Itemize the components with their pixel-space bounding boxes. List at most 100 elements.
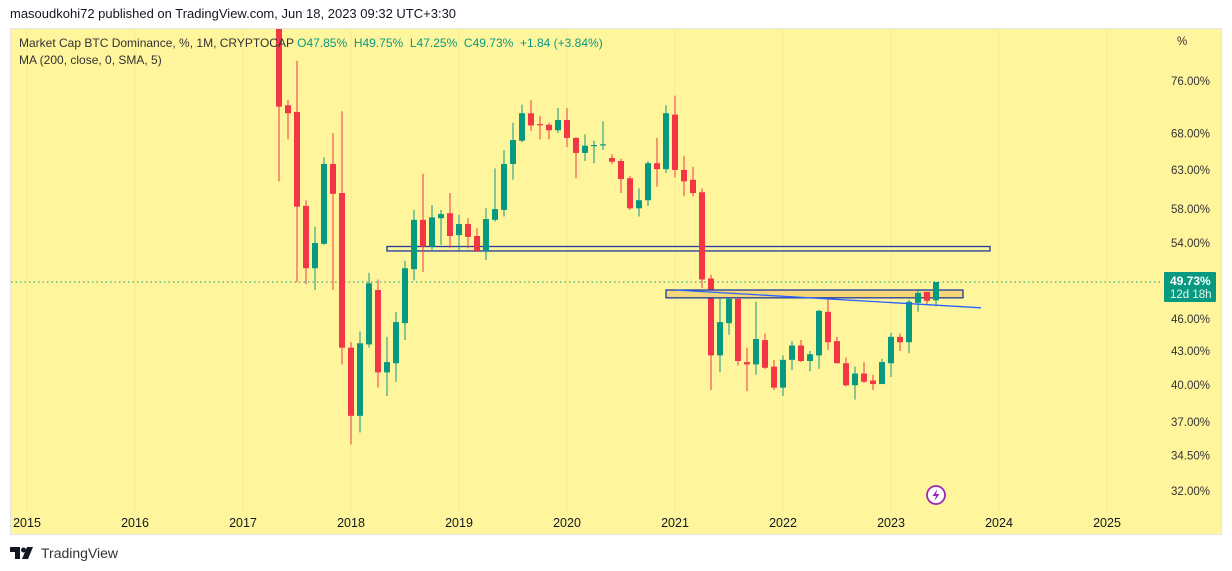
candle-up xyxy=(438,214,444,219)
candle-up xyxy=(636,200,642,209)
candle-down xyxy=(762,340,768,368)
time-axis-label: 2018 xyxy=(337,516,365,530)
candle-up xyxy=(321,163,327,244)
time-axis-label: 2022 xyxy=(769,516,797,530)
candle-up xyxy=(519,113,525,141)
price-axis-label: 40.00% xyxy=(1171,380,1210,392)
candle-down xyxy=(834,341,840,364)
time-axis-label: 2016 xyxy=(121,516,149,530)
ohlc-close: C49.73% xyxy=(463,36,514,50)
price-axis-label: 43.00% xyxy=(1171,346,1210,358)
candle-up xyxy=(906,301,912,343)
support-zone-blue[interactable] xyxy=(386,245,991,252)
candle-up xyxy=(591,145,597,147)
candle-up xyxy=(780,359,786,388)
price-axis-label: 32.00% xyxy=(1171,486,1210,498)
last-price-label: 49.73%12d 18h xyxy=(1164,272,1216,303)
time-axis-label: 2019 xyxy=(445,516,473,530)
price-axis-label: 54.00% xyxy=(1171,238,1210,250)
trendline[interactable] xyxy=(674,289,982,309)
price-axis-label: 63.00% xyxy=(1171,165,1210,177)
lightning-icon xyxy=(932,489,940,501)
last-price-bg xyxy=(1164,272,1216,303)
candle-down xyxy=(294,111,300,207)
footer: TradingView xyxy=(10,545,118,561)
candle-up xyxy=(456,224,462,236)
symbol-row: Market Cap BTC Dominance, %, 1M, CRYPTOC… xyxy=(19,35,603,52)
candle-down xyxy=(465,224,471,237)
candle-down xyxy=(537,124,543,126)
candle-down xyxy=(447,213,453,237)
candlestick-chart[interactable]: 2015 2016 2017 2018 2019 2020 2021 2022 2023 2024… xyxy=(11,29,1222,535)
candle-up xyxy=(717,322,723,356)
candle-down xyxy=(474,236,480,251)
candle-down xyxy=(627,178,633,209)
candle-up xyxy=(645,163,651,201)
candle-down xyxy=(744,362,750,365)
candle-down xyxy=(609,158,615,162)
publish-info: masoudkohi72 published on TradingView.co… xyxy=(10,6,457,21)
time-axis-label: 2024 xyxy=(985,516,1013,530)
candle-up xyxy=(789,345,795,360)
candle-up xyxy=(312,242,318,269)
candle-down xyxy=(330,163,336,194)
price-axis-label: 76.00% xyxy=(1171,76,1210,88)
candle-up xyxy=(816,310,822,356)
candle-up xyxy=(582,145,588,153)
candle-up xyxy=(411,219,417,270)
candle-down xyxy=(735,298,741,361)
candle-down xyxy=(798,345,804,361)
candle-up xyxy=(402,268,408,324)
time-axis-label: 2021 xyxy=(661,516,689,530)
candle-up xyxy=(555,119,561,131)
candle-down xyxy=(618,160,624,180)
indicator-legend[interactable]: MA (200, close, 0, SMA, 5) xyxy=(19,53,162,67)
time-axis-label: 2020 xyxy=(553,516,581,530)
candle-down xyxy=(825,311,831,343)
ohlc-low: L47.25% xyxy=(409,36,458,50)
chart-legend: Market Cap BTC Dominance, %, 1M, CRYPTOC… xyxy=(19,35,603,69)
time-axis-label: 2015 xyxy=(13,516,41,530)
candle-down xyxy=(690,179,696,194)
candle-up xyxy=(501,163,507,210)
candle-down xyxy=(339,193,345,348)
tradingview-logo-icon xyxy=(10,547,33,559)
price-axis-label: 58.00% xyxy=(1171,204,1210,216)
candle-up xyxy=(663,113,669,170)
candle-up xyxy=(510,140,516,164)
time-axis-label: 2017 xyxy=(229,516,257,530)
candle-up xyxy=(915,292,921,303)
candle-up xyxy=(852,373,858,386)
price-axis-label: 37.00% xyxy=(1171,417,1210,429)
candle-down xyxy=(285,105,291,114)
price-axis-label: 68.00% xyxy=(1171,129,1210,141)
price-axis-label: 46.00% xyxy=(1171,314,1210,326)
plot-area[interactable] xyxy=(11,29,1161,445)
chart-panel[interactable]: Market Cap BTC Dominance, %, 1M, CRYPTOC… xyxy=(10,28,1222,535)
candle-down xyxy=(303,205,309,269)
candle-down xyxy=(528,113,534,126)
bar-countdown: 12d 18h xyxy=(1170,289,1212,301)
candle-up xyxy=(483,219,489,251)
candle-up xyxy=(726,298,732,324)
candle-down xyxy=(654,163,660,170)
last-price-value: 49.73% xyxy=(1170,274,1211,288)
price-axis-label: 34.50% xyxy=(1171,450,1210,462)
time-axis-label: 2023 xyxy=(877,516,905,530)
idea-marker-icon[interactable] xyxy=(926,485,946,505)
candle-up xyxy=(807,354,813,361)
candle-up xyxy=(753,338,759,365)
tradingview-brand[interactable]: TradingView xyxy=(41,545,119,561)
candle-down xyxy=(672,114,678,170)
candle-down xyxy=(699,192,705,280)
candle-down xyxy=(771,366,777,388)
candle-up xyxy=(879,362,885,385)
candle-up xyxy=(888,336,894,364)
ohlc-high: H49.75% xyxy=(353,36,404,50)
candle-down xyxy=(924,291,930,301)
candle-down xyxy=(375,290,381,373)
candle-up xyxy=(429,217,435,247)
candle-down xyxy=(420,219,426,247)
symbol-title[interactable]: Market Cap BTC Dominance, %, 1M, CRYPTOC… xyxy=(19,36,294,50)
candle-down xyxy=(897,336,903,343)
